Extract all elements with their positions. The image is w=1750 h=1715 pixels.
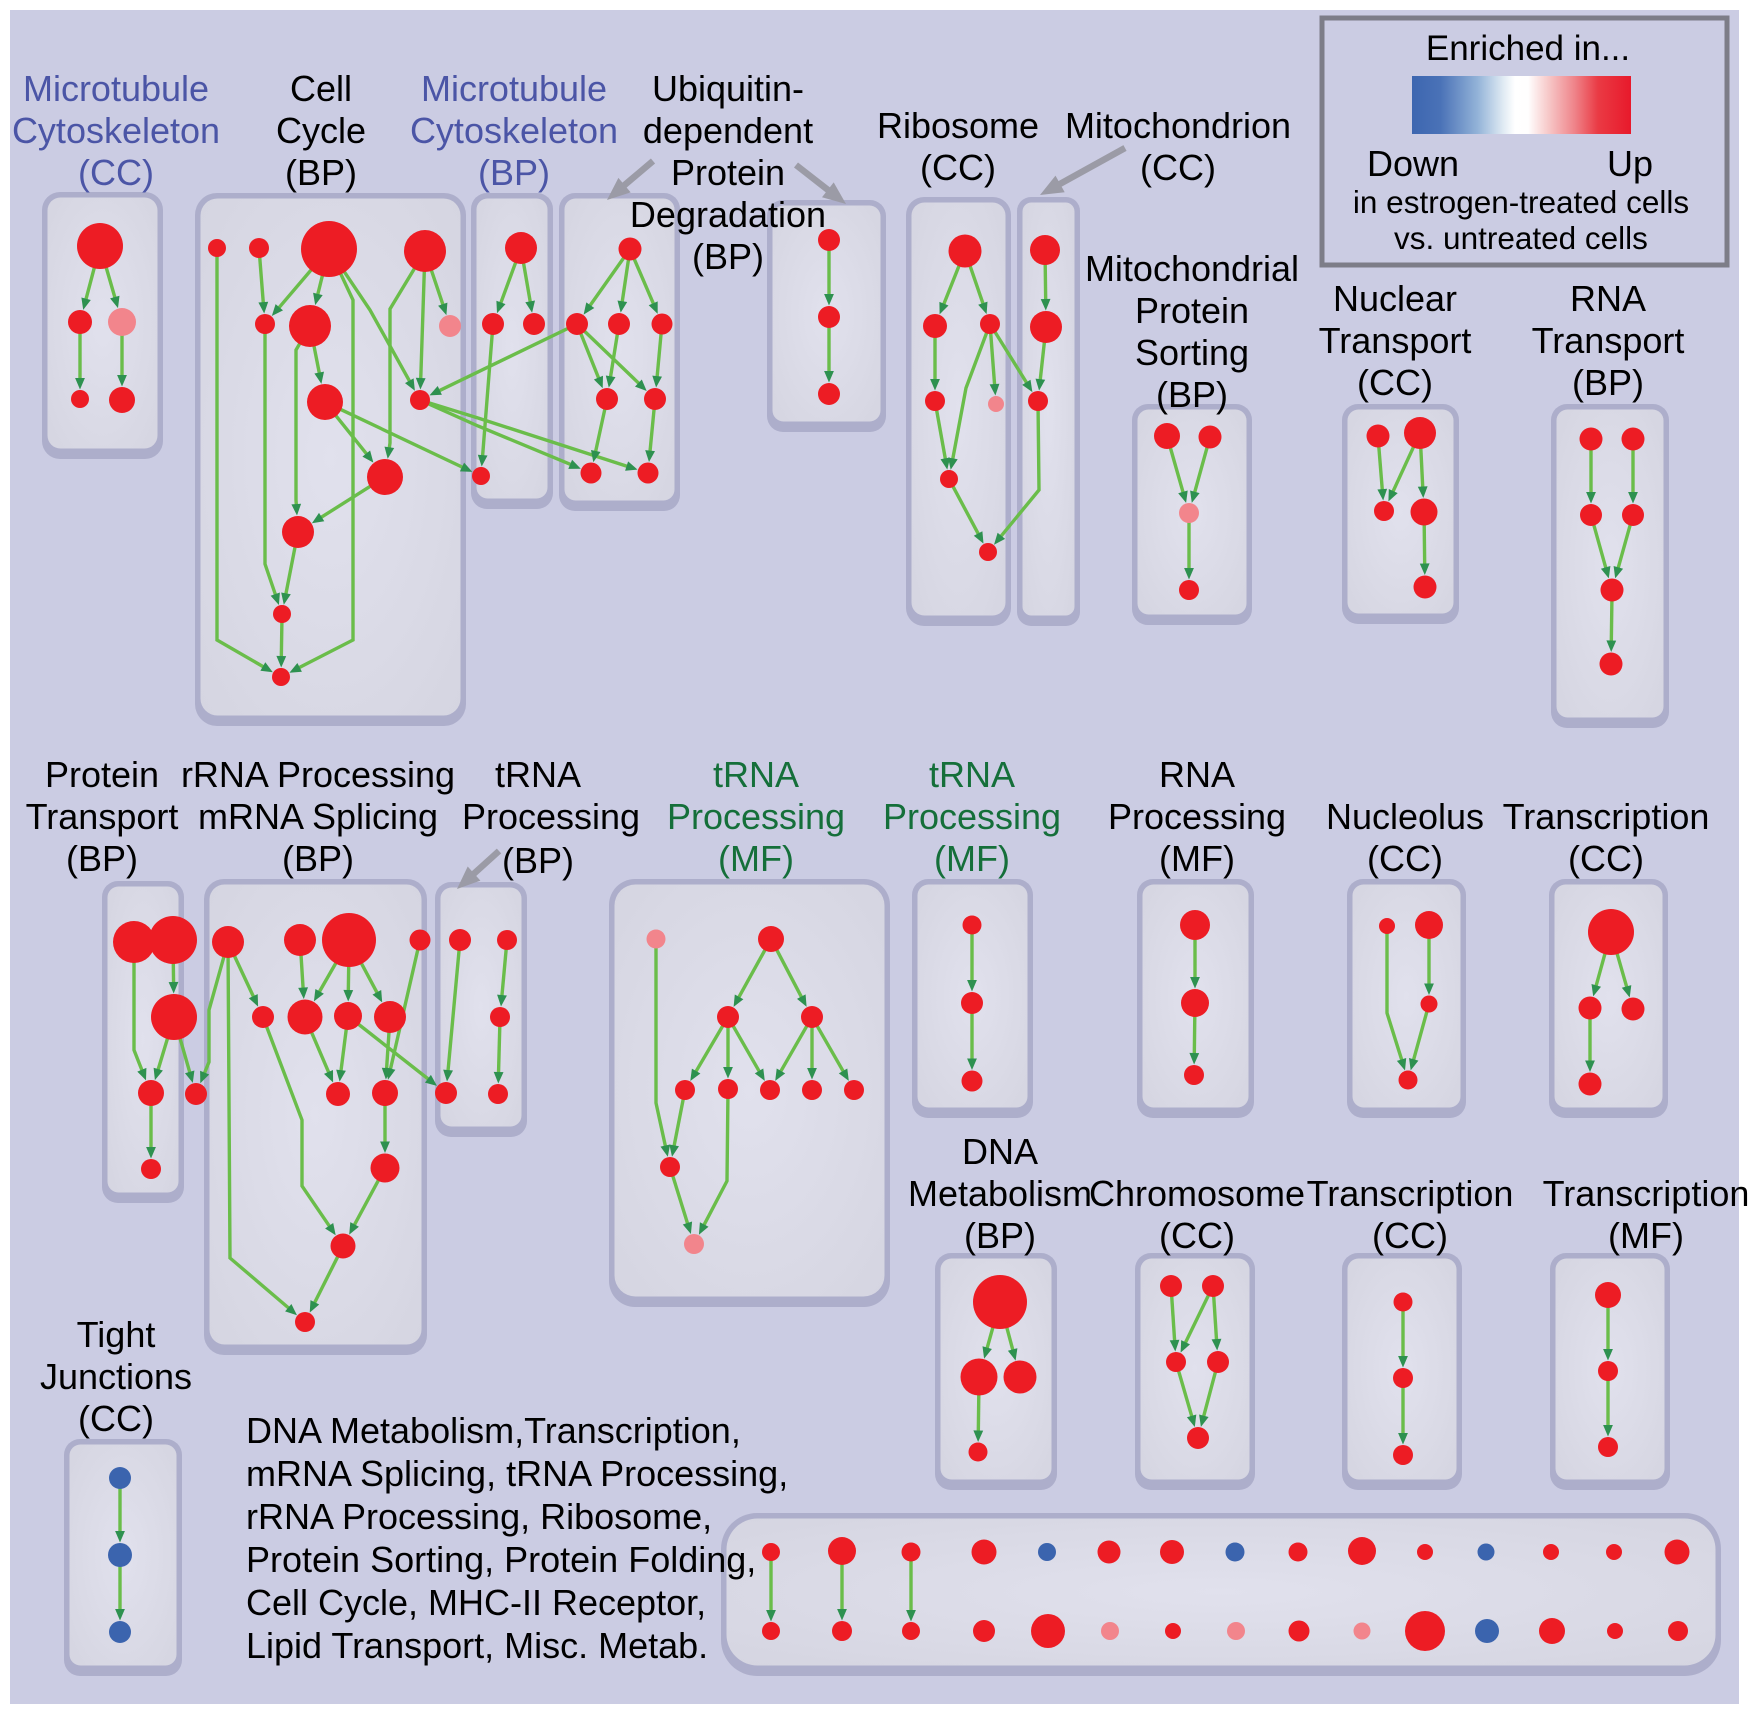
svg-text:Cell Cycle, MHC-II Receptor,: Cell Cycle, MHC-II Receptor,	[246, 1582, 706, 1623]
svg-text:Up: Up	[1607, 143, 1653, 184]
svg-text:Nuclear: Nuclear	[1333, 278, 1457, 319]
svg-text:Down: Down	[1367, 143, 1459, 184]
svg-text:(CC): (CC)	[1568, 838, 1644, 879]
svg-text:Mitochondrial: Mitochondrial	[1085, 248, 1299, 289]
svg-text:vs. untreated cells: vs. untreated cells	[1394, 220, 1648, 256]
svg-text:Processing: Processing	[883, 796, 1061, 837]
svg-text:DNA Metabolism,Transcription,: DNA Metabolism,Transcription,	[246, 1410, 741, 1451]
svg-text:(BP): (BP)	[1156, 374, 1228, 415]
svg-text:tRNA: tRNA	[713, 754, 799, 795]
svg-text:Sorting: Sorting	[1135, 332, 1249, 373]
svg-text:tRNA: tRNA	[929, 754, 1015, 795]
svg-text:RNA: RNA	[1159, 754, 1235, 795]
svg-text:Tight: Tight	[77, 1314, 156, 1355]
svg-text:Chromosome: Chromosome	[1089, 1173, 1305, 1214]
svg-text:dependent: dependent	[643, 110, 813, 151]
svg-text:Protein Sorting, Protein Foldi: Protein Sorting, Protein Folding,	[246, 1539, 756, 1580]
svg-text:Nucleolus: Nucleolus	[1326, 796, 1484, 837]
svg-text:Microtubule: Microtubule	[23, 68, 209, 109]
svg-text:(BP): (BP)	[964, 1215, 1036, 1256]
svg-text:(BP): (BP)	[478, 152, 550, 193]
svg-text:(CC): (CC)	[1140, 147, 1216, 188]
svg-text:Ribosome: Ribosome	[877, 105, 1039, 146]
svg-text:(BP): (BP)	[282, 838, 354, 879]
svg-text:Cytoskeleton: Cytoskeleton	[410, 110, 618, 151]
svg-text:(MF): (MF)	[1159, 838, 1235, 879]
svg-text:(MF): (MF)	[1608, 1215, 1684, 1256]
svg-text:(CC): (CC)	[1372, 1215, 1448, 1256]
svg-text:(BP): (BP)	[502, 840, 574, 881]
svg-text:(CC): (CC)	[78, 1398, 154, 1439]
svg-text:(MF): (MF)	[934, 838, 1010, 879]
svg-text:mRNA Splicing, tRNA Processing: mRNA Splicing, tRNA Processing,	[246, 1453, 788, 1494]
svg-text:mRNA Splicing: mRNA Splicing	[198, 796, 438, 837]
svg-text:Transport: Transport	[26, 796, 179, 837]
svg-text:tRNA: tRNA	[495, 754, 581, 795]
svg-text:Ubiquitin-: Ubiquitin-	[652, 68, 804, 109]
svg-text:Processing: Processing	[667, 796, 845, 837]
svg-text:Transport: Transport	[1532, 320, 1685, 361]
svg-text:Cytoskeleton: Cytoskeleton	[12, 110, 220, 151]
svg-text:rRNA Processing: rRNA Processing	[181, 754, 455, 795]
svg-text:RNA: RNA	[1570, 278, 1646, 319]
svg-text:Metabolism: Metabolism	[908, 1173, 1092, 1214]
svg-text:Transcription: Transcription	[1307, 1173, 1514, 1214]
svg-text:(CC): (CC)	[920, 147, 996, 188]
svg-text:in estrogen-treated cells: in estrogen-treated cells	[1353, 184, 1689, 220]
svg-text:rRNA Processing, Ribosome,: rRNA Processing, Ribosome,	[246, 1496, 712, 1537]
svg-text:Transcription: Transcription	[1503, 796, 1710, 837]
svg-text:(CC): (CC)	[1357, 362, 1433, 403]
svg-text:Transport: Transport	[1319, 320, 1472, 361]
svg-text:Protein: Protein	[671, 152, 785, 193]
svg-text:Junctions: Junctions	[40, 1356, 192, 1397]
svg-text:Lipid Transport, Misc. Metab.: Lipid Transport, Misc. Metab.	[246, 1625, 708, 1666]
svg-text:Enriched in...: Enriched in...	[1426, 29, 1630, 68]
svg-text:Microtubule: Microtubule	[421, 68, 607, 109]
svg-text:(CC): (CC)	[1367, 838, 1443, 879]
svg-text:(BP): (BP)	[1572, 362, 1644, 403]
svg-text:(BP): (BP)	[692, 236, 764, 277]
svg-text:(BP): (BP)	[285, 152, 357, 193]
svg-text:Mitochondrion: Mitochondrion	[1065, 105, 1291, 146]
svg-text:(MF): (MF)	[718, 838, 794, 879]
svg-text:(CC): (CC)	[1159, 1215, 1235, 1256]
svg-text:Processing: Processing	[1108, 796, 1286, 837]
svg-text:Cycle: Cycle	[276, 110, 366, 151]
svg-text:Protein: Protein	[1135, 290, 1249, 331]
svg-text:Degradation: Degradation	[630, 194, 826, 235]
svg-text:Cell: Cell	[290, 68, 352, 109]
svg-text:(CC): (CC)	[78, 152, 154, 193]
svg-text:DNA: DNA	[962, 1131, 1038, 1172]
svg-text:(BP): (BP)	[66, 838, 138, 879]
svg-text:Transcription: Transcription	[1543, 1173, 1750, 1214]
svg-text:Protein: Protein	[45, 754, 159, 795]
svg-text:Processing: Processing	[462, 796, 640, 837]
